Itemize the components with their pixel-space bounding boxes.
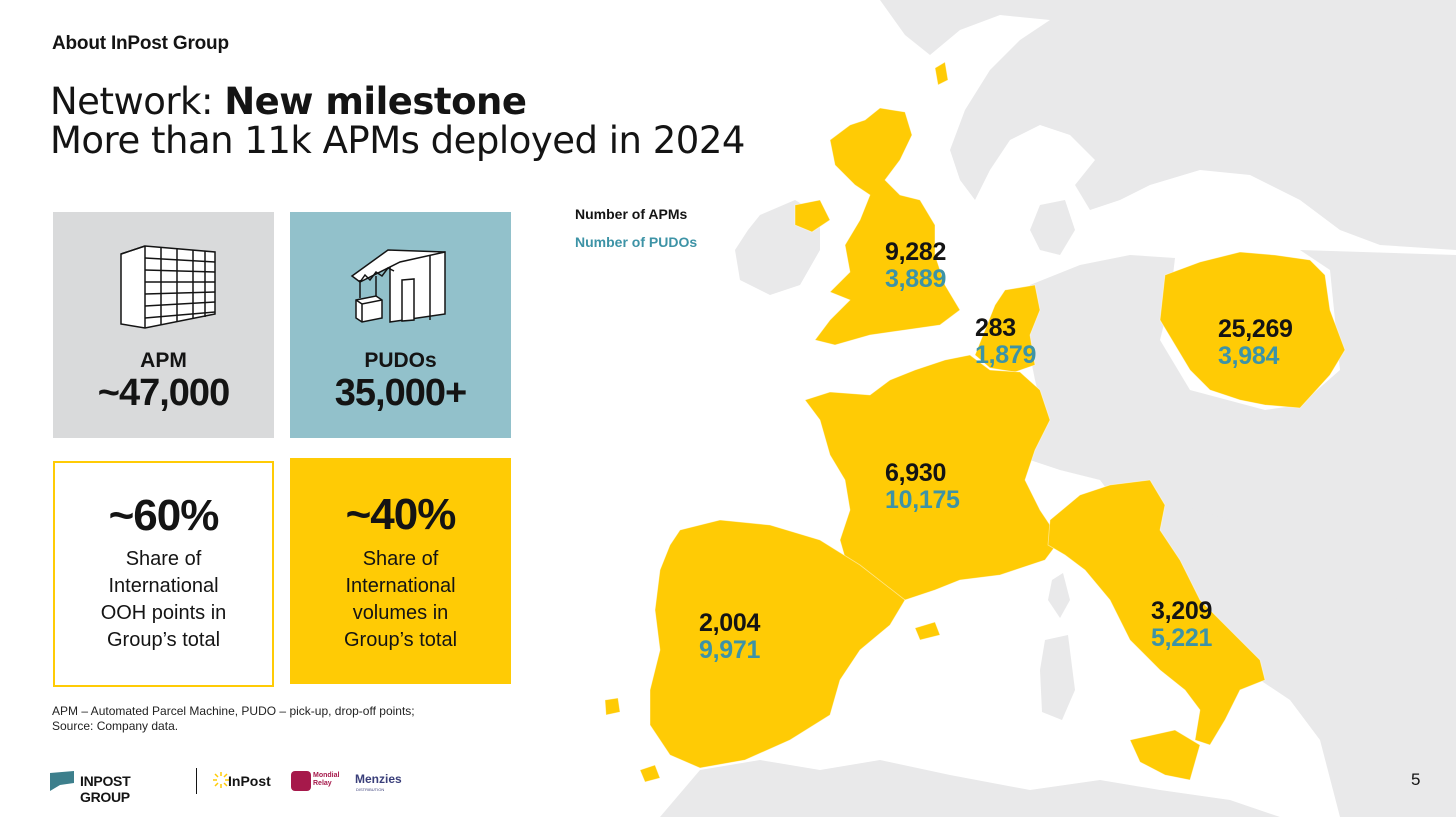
map-label-spain: 2,004 9,971 — [699, 610, 760, 664]
mondial-line-1: Mondial — [313, 772, 340, 779]
inpost-group-logo-text: INPOST GROUP — [80, 773, 131, 805]
title-bold: New milestone — [224, 80, 527, 123]
country-uk-nireland — [794, 199, 831, 233]
share-tile: ~60% Share of International OOH points i… — [53, 461, 274, 687]
land-north-africa — [660, 760, 1280, 817]
footnote-line-1: APM – Automated Parcel Machine, PUDO – p… — [52, 704, 415, 718]
benelux-apm: 283 — [975, 314, 1016, 342]
legend-apm: Number of APMs — [575, 206, 688, 222]
mondial-relay-logo: Mondial Relay — [313, 772, 339, 788]
footnote-line-2: Source: Company data. — [52, 719, 179, 733]
share-desc-line: OOH points in — [100, 602, 227, 624]
map-legend: Number of APMs Number of PUDOs — [575, 206, 697, 250]
inpost-group-logo-icon — [50, 771, 74, 791]
pudo-label: PUDOs — [364, 349, 437, 372]
inpost-sun-icon — [213, 772, 229, 788]
share-value: ~60% — [108, 491, 220, 540]
title-line-1: Network: New milestone — [50, 82, 745, 121]
locker-icon — [53, 242, 274, 332]
pudo-value: 35,000+ — [334, 372, 467, 414]
share-desc-line: Group’s total — [106, 629, 221, 651]
country-iberia — [649, 519, 906, 769]
france-pudo: 10,175 — [885, 486, 960, 514]
page-number: 5 — [1411, 770, 1421, 789]
land-corsica — [1048, 573, 1070, 618]
volumes-value: ~40% — [345, 490, 457, 539]
spain-pudo: 9,971 — [699, 636, 761, 664]
italy-pudo: 5,221 — [1151, 624, 1213, 652]
land-scandinavia — [880, 0, 1456, 250]
footnote: APM – Automated Parcel Machine, PUDO – p… — [52, 704, 415, 734]
logo-divider — [196, 768, 197, 794]
volumes-desc-line: Share of — [362, 548, 439, 570]
map-label-poland: 25,269 3,984 — [1218, 316, 1293, 370]
apm-tile: APM ~47,000 — [53, 212, 274, 438]
share-description: Share of International OOH points in Gro… — [55, 546, 272, 654]
volumes-tile: ~40% Share of International volumes in G… — [290, 458, 511, 684]
italy-apm: 3,209 — [1151, 597, 1213, 625]
uk-pudo: 3,889 — [885, 265, 947, 293]
volumes-desc-line: volumes in — [352, 602, 449, 624]
share-desc-line: Share of — [125, 548, 202, 570]
land-denmark — [1030, 200, 1075, 255]
legend-pudo: Number of PUDOs — [575, 234, 698, 250]
land-central-east — [1025, 250, 1456, 817]
shop-icon — [290, 242, 511, 332]
title-regular: Network: — [50, 80, 225, 123]
map-yellow-countries — [604, 61, 1346, 783]
uk-apm: 9,282 — [885, 238, 947, 266]
land-balkans — [1180, 505, 1456, 800]
land-sardinia — [1040, 635, 1075, 720]
map-label-france: 6,930 10,175 — [885, 460, 960, 514]
menzies-logo-text: Menzies — [355, 772, 402, 786]
share-desc-line: International — [108, 575, 219, 597]
map-label-italy: 3,209 5,221 — [1151, 598, 1212, 652]
volumes-description: Share of International volumes in Group’… — [290, 546, 511, 654]
section-eyebrow: About InPost Group — [52, 33, 229, 54]
country-uk-shetland — [934, 61, 949, 86]
mondial-relay-icon — [291, 771, 311, 791]
page-subtitle: More than 11k APMs deployed in 2024 — [50, 119, 745, 162]
benelux-pudo: 1,879 — [975, 341, 1037, 369]
poland-pudo: 3,984 — [1218, 342, 1280, 370]
spain-apm: 2,004 — [699, 609, 761, 637]
inpost-logo-text: InPost — [228, 773, 271, 789]
volumes-desc-line: International — [345, 575, 456, 597]
country-sicily — [1129, 729, 1201, 781]
france-apm: 6,930 — [885, 459, 947, 487]
volumes-desc-line: Group’s total — [343, 629, 458, 651]
mondial-line-2: Relay — [313, 780, 332, 787]
pudo-tile: PUDOs 35,000+ — [290, 212, 511, 438]
country-uk — [814, 107, 961, 346]
country-islands-sw2 — [639, 764, 661, 783]
map-label-uk: 9,282 3,889 — [885, 239, 946, 293]
menzies-sub: DISTRIBUTION — [356, 787, 385, 792]
poland-apm: 25,269 — [1218, 315, 1293, 343]
map-label-benelux: 283 1,879 — [975, 315, 1036, 369]
country-balearics — [914, 621, 941, 641]
country-islands-sw — [604, 697, 621, 716]
page-title: Network: New milestone More than 11k APM… — [50, 82, 745, 160]
country-poland — [1159, 251, 1346, 409]
country-italy — [1047, 479, 1266, 746]
apm-label: APM — [140, 349, 187, 372]
apm-value: ~47,000 — [97, 372, 230, 414]
